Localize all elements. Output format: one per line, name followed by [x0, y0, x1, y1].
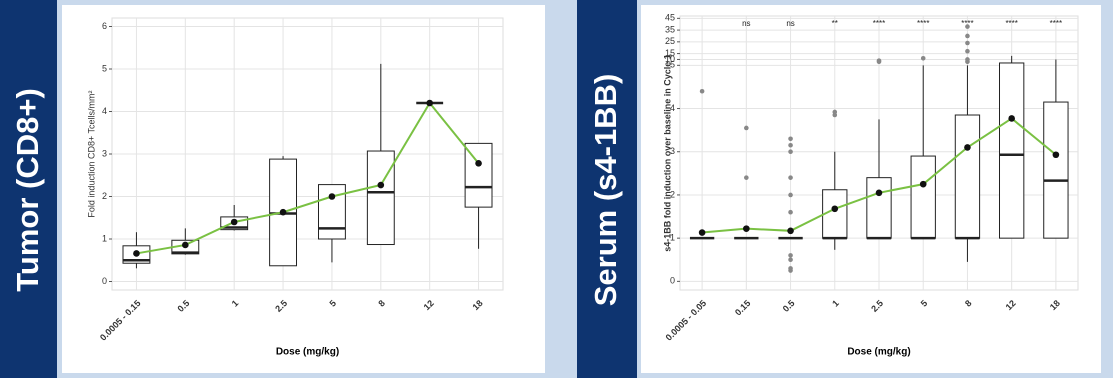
y-tick-label: 4: [670, 103, 675, 113]
side-label: Serum (s4-1BB): [588, 74, 623, 307]
box: [999, 62, 1025, 239]
x-tick-label: 5: [919, 298, 930, 309]
mean-point: [279, 208, 287, 216]
outlier: [876, 58, 882, 63]
side-band: [577, 0, 637, 378]
significance-label: ****: [873, 19, 885, 28]
outlier: [920, 55, 926, 61]
mean-point: [875, 189, 883, 197]
mean-line: [136, 101, 480, 255]
y-tick-label: 3: [670, 146, 675, 156]
outlier: [699, 88, 705, 94]
mean-point: [475, 160, 482, 167]
mean-point: [1052, 151, 1060, 159]
box: [317, 184, 346, 240]
significance-label: ****: [961, 19, 973, 28]
x-axis-title: Dose (mg/kg): [276, 347, 339, 358]
y-tick-label: 0: [102, 276, 107, 286]
y-tick-label: 35: [665, 24, 675, 34]
mean-point: [919, 180, 927, 188]
y-tick-label: 1: [670, 233, 675, 243]
outlier: [965, 24, 970, 29]
y-tick-label: 0: [670, 276, 675, 286]
outlier: [788, 257, 793, 263]
mean-point: [426, 99, 433, 107]
y-tick-label: 2: [102, 191, 107, 201]
box: [954, 114, 981, 239]
y-tick-label: 5: [102, 63, 107, 73]
mean-point: [182, 241, 189, 249]
significance-label: **: [832, 19, 838, 28]
y-tick-label: 3: [102, 148, 107, 158]
y-tick-label: 5: [670, 60, 675, 70]
box: [866, 177, 892, 239]
y-axis-title: s4-1BB fold induction over baseline in C…: [662, 54, 672, 252]
outlier: [744, 175, 749, 180]
box: [366, 150, 395, 246]
outlier: [788, 253, 793, 258]
significance-label: ns: [786, 19, 794, 28]
x-tick-label: 1: [230, 298, 241, 309]
box: [464, 142, 493, 208]
mean-point: [230, 218, 238, 226]
box: [910, 155, 936, 239]
outlier: [788, 175, 793, 180]
box: [1043, 101, 1069, 239]
mean-point: [1008, 115, 1015, 122]
significance-label: ****: [1050, 19, 1062, 28]
y-tick-label: 25: [665, 36, 675, 46]
outlier: [788, 149, 793, 155]
outlier: [832, 109, 838, 115]
outlier: [788, 266, 793, 271]
outlier: [965, 57, 970, 62]
x-tick-label: 5: [327, 298, 338, 309]
side-label: Tumor (CD8+): [10, 88, 45, 292]
mean-point: [133, 250, 140, 257]
y-tick-label: 2: [670, 189, 675, 199]
significance-label: ns: [742, 19, 750, 28]
y-tick-label: 45: [665, 13, 675, 23]
significance-label: ****: [917, 19, 929, 28]
mean-point: [328, 193, 336, 200]
mean-point: [698, 229, 706, 236]
y-tick-label: 6: [102, 21, 107, 31]
mean-point: [964, 144, 971, 151]
outlier: [788, 142, 793, 148]
outlier: [788, 192, 793, 198]
x-axis-title: Dose (mg/kg): [847, 347, 910, 358]
y-tick-label: 15: [665, 48, 675, 58]
x-tick-label: 1: [830, 298, 841, 309]
mean-point: [743, 225, 750, 232]
outlier: [788, 136, 793, 142]
x-tick-label: 8: [376, 298, 387, 309]
y-tick-label: 4: [102, 106, 107, 116]
y-axis-title: Fold induction CD8+ Tcells/mm²: [86, 90, 96, 217]
mean-point: [831, 205, 839, 213]
outlier: [788, 209, 793, 215]
y-tick-label: 1: [102, 233, 107, 243]
mean-point: [377, 181, 385, 189]
outlier: [965, 48, 970, 54]
outlier: [744, 125, 749, 131]
outlier: [965, 33, 970, 39]
mean-point: [787, 227, 794, 235]
outlier: [965, 40, 970, 46]
x-tick-label: 8: [963, 298, 974, 309]
side-band: [0, 0, 57, 378]
y-tick-label: 10: [665, 54, 675, 64]
significance-label: ****: [1005, 19, 1017, 28]
